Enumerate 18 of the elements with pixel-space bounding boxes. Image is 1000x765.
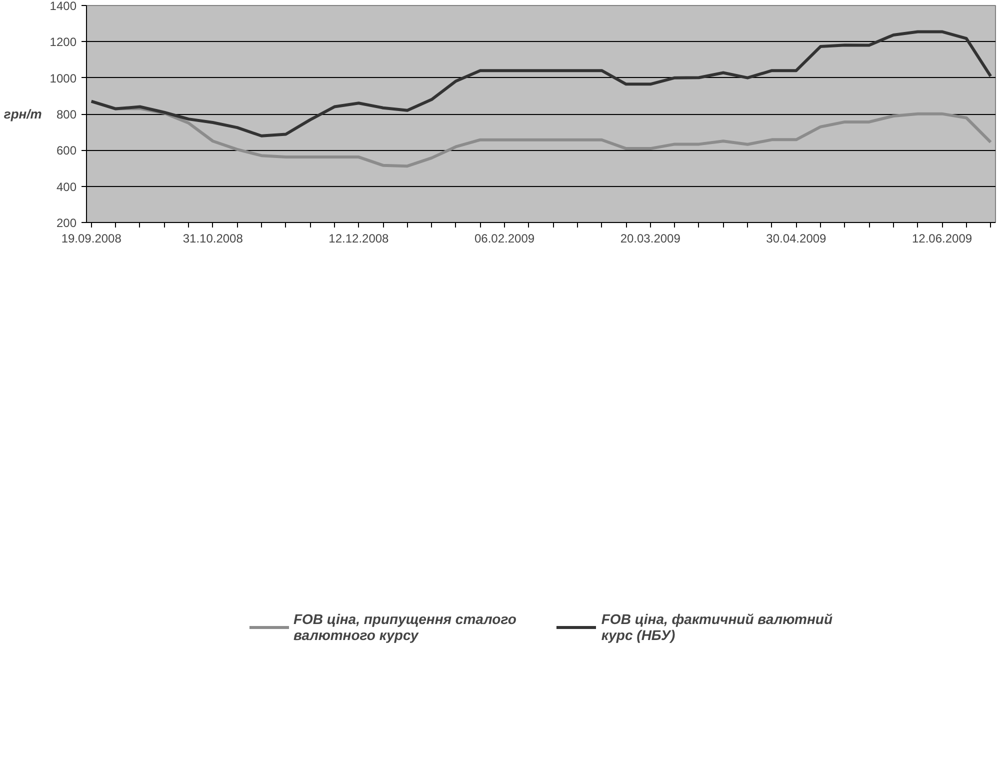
x-tick-label: 30.04.2009	[766, 232, 827, 246]
y-tick-label: 400	[56, 180, 77, 194]
y-tick-label: 1000	[50, 71, 77, 86]
y-tick-label: 800	[56, 108, 77, 122]
x-tick-label: 06.02.2009	[474, 232, 535, 246]
x-tick-label: 12.12.2008	[328, 232, 390, 246]
x-tick-label: 31.10.2008	[182, 232, 244, 246]
y-tick-label: 600	[56, 144, 77, 158]
x-tick-label: 20.03.2009	[620, 232, 681, 246]
legend-label: FOB ціна, припущення сталого валютного курсу	[293, 611, 516, 643]
x-tick-label: 19.09.2008	[61, 232, 122, 246]
y-tick-label: 1400	[50, 0, 77, 13]
y-tick-label: 200	[56, 216, 77, 230]
x-tick-label: 12.06.2009	[912, 232, 972, 246]
legend-label: FOB ціна, фактичний валютний курс (НБУ)	[601, 611, 833, 643]
line-series	[90, 30, 992, 138]
y-tick-label: 1200	[50, 35, 77, 50]
y-axis-title: грн/т	[4, 106, 42, 122]
